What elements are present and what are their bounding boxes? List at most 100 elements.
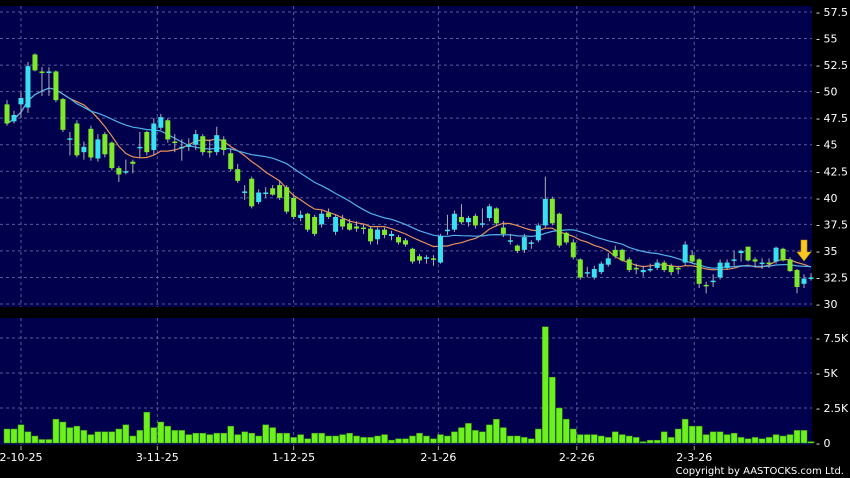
candle	[151, 118, 157, 156]
candle-body	[682, 244, 688, 263]
candle-body	[409, 248, 415, 262]
candle-body	[444, 229, 450, 232]
volume-bar	[563, 418, 570, 444]
candle-body	[633, 267, 639, 270]
volume-bar	[157, 421, 165, 444]
candle	[738, 249, 744, 262]
volume-bar	[388, 439, 395, 444]
candle	[787, 257, 793, 273]
candle	[626, 257, 632, 273]
volume-bar	[374, 435, 381, 444]
volume-bar	[800, 430, 808, 444]
candle	[458, 204, 464, 225]
candle-body	[780, 248, 786, 261]
candle-body	[137, 146, 143, 149]
candle	[549, 196, 555, 226]
volume-tick-label: - 0	[816, 437, 830, 450]
candle	[270, 185, 276, 196]
candle-body	[556, 213, 562, 246]
volume-bar	[458, 427, 465, 444]
candle	[451, 210, 457, 232]
candle-body	[312, 216, 318, 234]
candle-body	[689, 255, 695, 262]
volume-bar	[451, 431, 458, 444]
candle	[305, 212, 311, 232]
candle	[284, 185, 290, 214]
candle-body	[144, 131, 150, 153]
candle	[340, 214, 346, 230]
volume-bar	[304, 438, 311, 444]
candle-body	[368, 228, 374, 242]
volume-bar	[402, 438, 409, 444]
candle-body	[661, 262, 667, 271]
candle	[221, 136, 227, 156]
candle	[214, 126, 220, 156]
candle-body	[277, 185, 283, 198]
volume-bar	[360, 437, 367, 444]
candle-body	[389, 233, 395, 237]
candle-body	[235, 169, 241, 181]
volume-bar	[171, 430, 179, 444]
price-tick-label: - 35	[816, 245, 837, 258]
candle	[67, 131, 73, 156]
volume-bar	[164, 425, 172, 444]
candle	[368, 226, 374, 245]
volume-bar	[115, 428, 123, 444]
candle	[200, 134, 206, 156]
candle	[186, 138, 192, 152]
candle-body	[81, 146, 87, 153]
volume-bar	[353, 435, 360, 444]
candle	[500, 221, 506, 238]
volume-bar	[605, 437, 612, 444]
candle-body	[319, 213, 325, 225]
volume-bar	[248, 432, 255, 444]
volume-bar	[653, 439, 661, 444]
candle	[235, 163, 241, 183]
volume-bar	[688, 425, 696, 444]
candle	[123, 159, 129, 175]
volume-bar	[772, 434, 780, 444]
candle	[172, 134, 178, 153]
candle	[619, 248, 625, 262]
volume-bar	[730, 432, 738, 444]
candle	[612, 245, 618, 259]
candle-body	[521, 237, 527, 250]
volume-bar	[437, 434, 444, 444]
candle-body	[172, 141, 178, 144]
candle	[228, 148, 234, 172]
volume-bar	[807, 441, 815, 444]
volume-bar	[646, 439, 654, 444]
candle-body	[451, 213, 457, 230]
volume-bar	[213, 432, 220, 444]
candle-body	[354, 226, 360, 229]
candle-body	[193, 134, 199, 145]
volume-bar	[535, 428, 542, 444]
candle	[808, 273, 814, 281]
candle	[130, 159, 136, 174]
candle	[801, 274, 807, 289]
volume-bar	[667, 437, 675, 444]
candle-body	[514, 245, 520, 251]
candle	[333, 214, 339, 235]
date-label: 2-2-26	[559, 451, 595, 464]
candle	[507, 233, 513, 245]
candle	[409, 247, 415, 264]
candle	[396, 234, 402, 245]
volume-bar	[108, 431, 116, 444]
candle-body	[116, 168, 122, 175]
candle	[416, 254, 422, 264]
candle-body	[123, 171, 129, 173]
candle	[81, 141, 87, 160]
candle-body	[535, 225, 541, 241]
candle-body	[53, 71, 59, 101]
candle	[249, 176, 255, 209]
candle-body	[675, 267, 681, 270]
candle-body	[130, 161, 136, 164]
candle	[731, 250, 737, 266]
volume-bar	[346, 432, 353, 444]
candle-body	[612, 249, 618, 257]
candle	[766, 258, 772, 268]
candle-body	[298, 214, 304, 218]
candle-body	[430, 258, 436, 260]
candle-body	[88, 128, 94, 158]
